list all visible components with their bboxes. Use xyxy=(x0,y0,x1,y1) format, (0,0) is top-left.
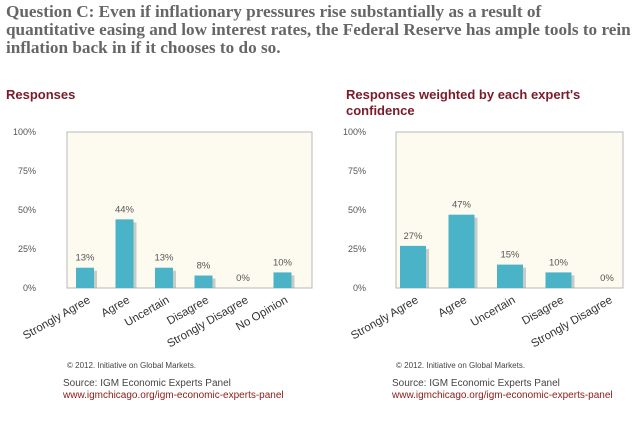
category-label: Strongly Agree xyxy=(349,294,420,342)
data-label: 8% xyxy=(197,261,211,272)
data-label: 44% xyxy=(115,204,135,215)
bar xyxy=(545,272,572,288)
data-label: 27% xyxy=(403,231,423,242)
data-label: 15% xyxy=(500,250,520,261)
y-tick-label: 0% xyxy=(23,283,36,293)
y-tick-label: 100% xyxy=(343,127,366,137)
bar xyxy=(76,267,94,288)
source-link-left[interactable]: www.igmchicago.org/igm-economic-experts-… xyxy=(63,390,284,401)
bar xyxy=(400,245,426,288)
y-tick-label: 75% xyxy=(348,166,366,176)
chart-title-responses: Responses xyxy=(6,87,76,102)
data-label: 0% xyxy=(236,273,250,284)
y-tick-label: 50% xyxy=(18,205,36,215)
weighted-responses-chart: 0% 25% 50% 75% 100% 27% Strongly Agree 47% Agree… xyxy=(343,127,624,350)
copyright-right: © 2012. Initiative on Global Markets. xyxy=(396,361,526,370)
question-text: Question C: Even if inflationary pressur… xyxy=(6,2,631,57)
data-label: 13% xyxy=(154,253,174,264)
bar xyxy=(273,272,292,288)
data-label: 13% xyxy=(75,253,95,264)
bar xyxy=(115,219,134,288)
data-label: 47% xyxy=(452,200,472,211)
data-label: 0% xyxy=(600,273,614,284)
plot-area xyxy=(66,131,313,289)
responses-chart: 0%25%50%75%100%13%Strongly Agree44%Agree… xyxy=(13,127,313,350)
y-tick-label: 100% xyxy=(13,127,36,137)
category-label: Uncertain xyxy=(469,294,518,329)
source-text-left: Source: IGM Economic Experts Panel xyxy=(63,378,231,389)
y-tick-label: 75% xyxy=(18,166,36,176)
source-right: Source: IGM Economic Experts Panel www.i… xyxy=(392,378,632,402)
category-label: Strongly Disagree xyxy=(529,294,614,350)
y-tick-label: 25% xyxy=(348,244,366,254)
source-link-right[interactable]: www.igmchicago.org/igm-economic-experts-… xyxy=(392,390,613,401)
y-tick-label: 0% xyxy=(353,283,366,293)
y-tick-label: 50% xyxy=(348,205,366,215)
copyright-left: © 2012. Initiative on Global Markets. xyxy=(67,361,197,370)
data-label: 10% xyxy=(273,257,293,268)
bar xyxy=(448,214,475,288)
bar xyxy=(194,275,213,288)
plot-area xyxy=(395,131,624,289)
source-left: Source: IGM Economic Experts Panel www.i… xyxy=(63,378,313,402)
source-text-right: Source: IGM Economic Experts Panel xyxy=(392,378,560,389)
bar xyxy=(497,264,523,288)
data-label: 10% xyxy=(549,257,569,268)
chart-title-weighted: Responses weighted by each expert's conf… xyxy=(346,87,581,118)
category-label: Agree xyxy=(436,294,469,320)
y-tick-label: 25% xyxy=(18,244,36,254)
bar xyxy=(155,267,173,288)
